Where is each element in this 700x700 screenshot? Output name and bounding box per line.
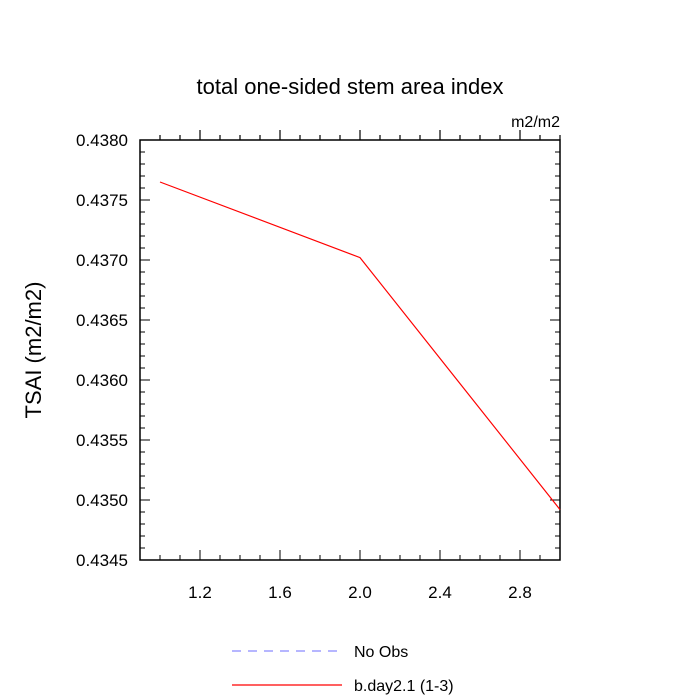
x-tick-label: 1.6 bbox=[268, 583, 292, 602]
x-tick-label: 2.0 bbox=[348, 583, 372, 602]
units-label: m2/m2 bbox=[511, 114, 560, 131]
x-tick-label: 2.4 bbox=[428, 583, 452, 602]
legend-label-no-obs: No Obs bbox=[354, 644, 408, 661]
series-line bbox=[159, 181, 561, 510]
y-axis-label: TSAI (m2/m2) bbox=[21, 282, 46, 419]
plot-frame bbox=[139, 139, 561, 561]
y-tick-label: 0.4370 bbox=[76, 251, 128, 270]
y-tick-label: 0.4350 bbox=[76, 491, 128, 510]
y-tick-label: 0.4360 bbox=[76, 371, 128, 390]
legend: No Obs b.day2.1 (1-3) bbox=[232, 644, 454, 695]
legend-label-b-day2-1: b.day2.1 (1-3) bbox=[354, 678, 454, 695]
y-tick-label: 0.4375 bbox=[76, 191, 128, 210]
y-tick-label: 0.4365 bbox=[76, 311, 128, 330]
y-tick-label: 0.4380 bbox=[76, 131, 128, 150]
x-tick-label: 1.2 bbox=[188, 583, 212, 602]
y-tick-label: 0.4355 bbox=[76, 431, 128, 450]
series-layer bbox=[159, 181, 561, 510]
y-tick-label: 0.4345 bbox=[76, 551, 128, 570]
chart-title: total one-sided stem area index bbox=[197, 74, 504, 99]
x-tick-label: 2.8 bbox=[508, 583, 532, 602]
y-axis-ticks: 0.4345 0.4350 0.4355 0.4360 0.4365 0.4370 0.43… bbox=[76, 131, 560, 570]
x-axis-ticks: 1.2 1.6 2.0 2.4 2.8 bbox=[159, 130, 561, 602]
